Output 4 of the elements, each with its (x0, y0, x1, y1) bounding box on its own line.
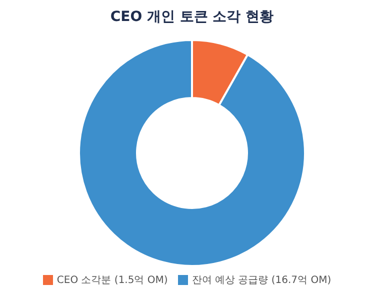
chart-title: CEO 개인 토큰 소각 현황 (109, 8, 275, 27)
donut-slice (78, 39, 306, 267)
legend-label: CEO 소각분 (1.5억 OM) (56, 275, 168, 286)
legend-label: 잔여 예상 공급량 (16.7억 OM) (192, 275, 332, 286)
